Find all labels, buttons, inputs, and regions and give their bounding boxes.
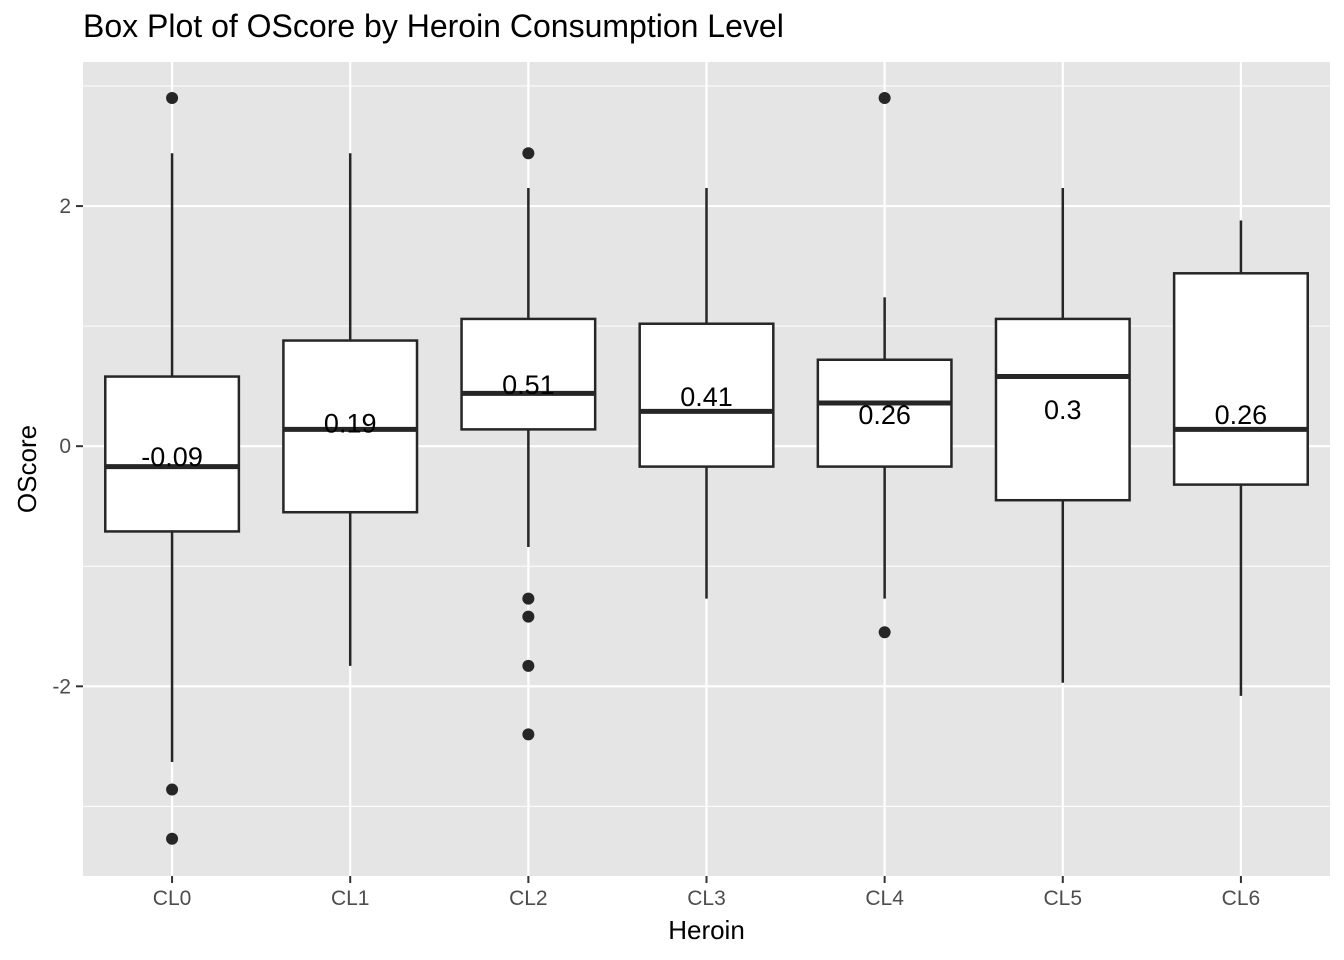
outlier-point	[522, 147, 535, 160]
box-iqr	[994, 317, 1131, 502]
outlier-point	[878, 626, 891, 639]
box-cl5: 0.3	[994, 188, 1131, 683]
box-iqr	[1172, 272, 1309, 486]
box-iqr	[638, 322, 775, 468]
x-tick-label: CL5	[1044, 887, 1083, 910]
x-axis-title: Heroin	[668, 915, 745, 945]
mean-label: 0.26	[1215, 400, 1268, 430]
outlier-point	[878, 92, 891, 105]
box-iqr	[282, 339, 419, 514]
outlier-point	[166, 832, 179, 845]
y-tick-label: 2	[59, 195, 71, 218]
mean-label: -0.09	[141, 442, 203, 472]
box-iqr	[104, 375, 241, 533]
outlier-point	[522, 728, 535, 741]
x-tick-label: CL3	[687, 887, 726, 910]
mean-label: 0.19	[324, 408, 377, 438]
outlier-point	[166, 783, 179, 796]
mean-label: 0.41	[680, 382, 733, 412]
mean-label: 0.51	[502, 370, 555, 400]
mean-label: 0.26	[858, 400, 911, 430]
box-cl3: 0.41	[638, 188, 775, 599]
y-axis-title: OScore	[12, 425, 42, 513]
box-iqr	[816, 358, 953, 468]
y-tick-label: 0	[59, 435, 71, 458]
x-tick-label: CL2	[509, 887, 548, 910]
x-tick-label: CL6	[1222, 887, 1261, 910]
y-axis: -2 0 2	[52, 195, 83, 698]
mean-label: 0.3	[1044, 395, 1082, 425]
outlier-point	[522, 610, 535, 623]
chart-title: Box Plot of OScore by Heroin Consumption…	[83, 8, 784, 44]
box-cl4: 0.26	[816, 92, 953, 639]
box-series: -0.09 0.19 0.51 0.41 0.26 0.3 0.26	[104, 92, 1309, 845]
outlier-point	[522, 592, 535, 605]
x-tick-label: CL1	[331, 887, 370, 910]
box-cl2: 0.51	[460, 147, 597, 741]
outlier-point	[522, 659, 535, 672]
y-tick-label: -2	[52, 675, 71, 698]
x-axis: CL0 CL1 CL2 CL3 CL4 CL5 CL6	[153, 876, 1260, 910]
x-tick-label: CL4	[865, 887, 904, 910]
x-tick-label: CL0	[153, 887, 192, 910]
box-cl0: -0.09	[104, 92, 241, 845]
outlier-point	[166, 92, 179, 105]
box-iqr	[460, 317, 597, 431]
box-cl6: 0.26	[1172, 220, 1309, 696]
box-cl1: 0.19	[282, 153, 419, 666]
